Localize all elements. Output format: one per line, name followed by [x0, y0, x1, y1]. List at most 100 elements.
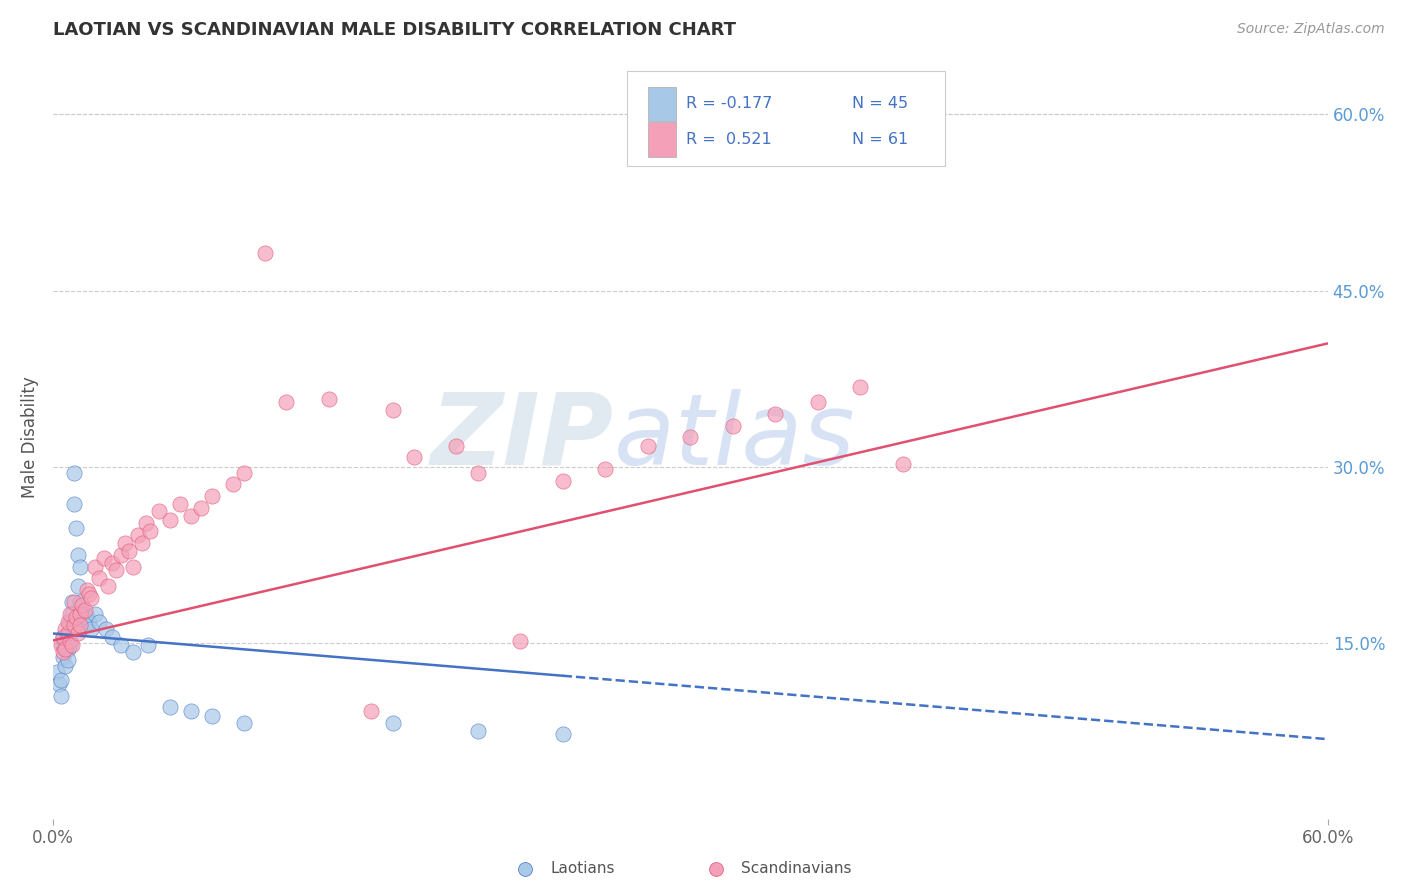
Point	[63, 497, 86, 511]
Point	[55, 633, 77, 648]
Point	[65, 521, 87, 535]
Text: N = 61: N = 61	[852, 132, 908, 147]
Point	[56, 630, 79, 644]
Point	[381, 403, 404, 417]
Point	[110, 548, 132, 562]
Point	[180, 509, 202, 524]
Point	[679, 430, 702, 444]
Point	[52, 638, 75, 652]
Point	[56, 626, 79, 640]
Point	[593, 462, 616, 476]
Point	[135, 516, 157, 530]
Point	[139, 524, 162, 539]
Point	[55, 641, 77, 656]
Point	[222, 477, 245, 491]
Point	[101, 556, 124, 570]
Point	[72, 607, 94, 621]
Point	[101, 630, 124, 644]
Point	[59, 626, 82, 640]
Point	[51, 673, 73, 688]
Point	[114, 536, 136, 550]
Point	[122, 559, 145, 574]
Point	[446, 439, 468, 453]
Point	[77, 615, 100, 629]
Point	[56, 615, 79, 629]
Point	[63, 595, 86, 609]
Point	[63, 618, 86, 632]
Point	[159, 700, 181, 714]
Point	[807, 395, 830, 409]
Point	[201, 489, 224, 503]
Point	[69, 595, 91, 609]
Point	[77, 586, 100, 600]
Point	[56, 641, 79, 656]
Point	[65, 610, 87, 624]
Point	[67, 626, 90, 640]
Point	[94, 622, 117, 636]
Text: atlas: atlas	[614, 389, 855, 486]
FancyBboxPatch shape	[648, 122, 676, 157]
Point	[55, 622, 77, 636]
Point	[169, 497, 191, 511]
Point	[159, 512, 181, 526]
Point	[637, 439, 659, 453]
Point	[763, 407, 786, 421]
Point	[318, 392, 340, 406]
Point	[80, 622, 103, 636]
Point	[138, 638, 160, 652]
Point	[891, 458, 914, 472]
Point	[60, 638, 83, 652]
Point	[122, 645, 145, 659]
Point	[93, 551, 115, 566]
Point	[59, 638, 82, 652]
Point	[467, 723, 489, 738]
Point	[52, 630, 75, 644]
Point	[551, 474, 574, 488]
Point	[73, 607, 96, 621]
Text: Laotians: Laotians	[550, 861, 614, 876]
Point	[76, 610, 98, 624]
FancyBboxPatch shape	[648, 87, 676, 121]
Point	[52, 649, 75, 664]
Point	[828, 888, 851, 892]
Point	[127, 528, 149, 542]
Point	[254, 246, 277, 260]
Point	[69, 618, 91, 632]
Point	[201, 708, 224, 723]
Point	[52, 645, 75, 659]
Point	[89, 615, 111, 629]
Point	[46, 665, 69, 680]
Point	[69, 607, 91, 621]
Point	[63, 466, 86, 480]
Point	[233, 715, 256, 730]
Point	[51, 638, 73, 652]
Point	[97, 580, 120, 594]
FancyBboxPatch shape	[627, 71, 945, 166]
Point	[67, 548, 90, 562]
Point	[56, 653, 79, 667]
Point	[67, 580, 90, 594]
Point	[84, 559, 107, 574]
Point	[148, 504, 170, 518]
Point	[60, 607, 83, 621]
Point	[69, 559, 91, 574]
Point	[721, 418, 744, 433]
Point	[276, 395, 298, 409]
Text: Scandinavians: Scandinavians	[741, 861, 852, 876]
Point	[551, 727, 574, 741]
Point	[73, 603, 96, 617]
Point	[60, 595, 83, 609]
Point	[76, 582, 98, 597]
Point	[84, 607, 107, 621]
Point	[190, 500, 212, 515]
Point	[48, 677, 70, 691]
Point	[110, 638, 132, 652]
Point	[360, 704, 382, 718]
Point	[52, 630, 75, 644]
Point	[118, 544, 141, 558]
Point	[180, 704, 202, 718]
Text: LAOTIAN VS SCANDINAVIAN MALE DISABILITY CORRELATION CHART: LAOTIAN VS SCANDINAVIAN MALE DISABILITY …	[52, 21, 735, 39]
Text: Source: ZipAtlas.com: Source: ZipAtlas.com	[1237, 22, 1385, 37]
Point	[72, 599, 94, 613]
Point	[55, 659, 77, 673]
